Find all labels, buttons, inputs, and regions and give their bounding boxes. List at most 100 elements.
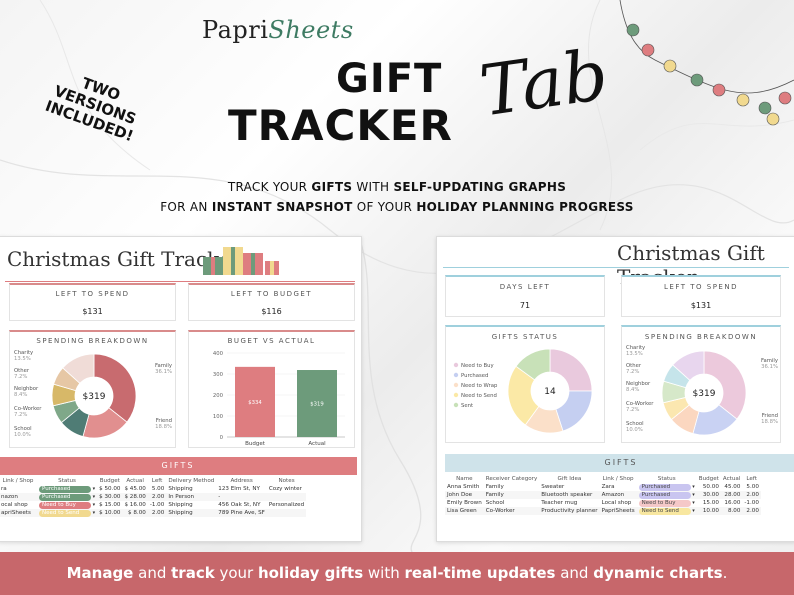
legend-dot-4 — [453, 402, 459, 408]
subtitle2-seg: INSTANT SNAPSHOT — [211, 200, 353, 214]
column-header: Gift Idea — [557, 476, 582, 482]
pct-friend: 18.8% — [761, 419, 778, 425]
status-cell[interactable]: Purchased ▾ — [637, 483, 697, 491]
chevron-down-icon[interactable]: ▾ — [690, 499, 695, 506]
method-cell: Shipping — [168, 486, 193, 492]
brand-logo: PapriSheets — [202, 16, 354, 44]
left-cell: 2.00 — [746, 508, 759, 514]
bar-label: $334 — [248, 400, 262, 406]
pct-neighbor: 8.4% — [626, 387, 639, 393]
label-friend: Friend — [762, 413, 778, 419]
slice-charity — [62, 353, 95, 384]
status-pill[interactable]: Purchased — [638, 483, 691, 491]
subtitle1-seg: TRACK YOUR — [227, 180, 312, 194]
column-header: Delivery Method — [168, 478, 215, 484]
x-tick: Budget — [245, 441, 266, 447]
left-gifts-table: Link / Shop Status Budget Actual Left Deliver… — [0, 477, 307, 517]
legend-need-to-send: Need to Send — [461, 393, 497, 399]
address-cell: 789 Pine Ave, SF — [218, 510, 265, 516]
status-cell[interactable]: Purchased ▾ — [37, 493, 97, 501]
table-row[interactable]: Emily Brown School Teacher mug Local shop Ne… — [445, 499, 761, 507]
chevron-down-icon[interactable]: ▾ — [91, 493, 96, 500]
slice-sent — [515, 348, 551, 381]
chevron-down-icon[interactable]: ▾ — [91, 509, 96, 516]
chevron-down-icon[interactable]: ▾ — [690, 507, 695, 514]
method-cell: Shipping — [168, 510, 193, 516]
status-pill[interactable]: Need to Buy — [638, 499, 691, 507]
status-cell[interactable]: Need to Buy ▾ — [637, 499, 697, 507]
gifts-status-card: GIFTS STATUS 14 Need to Buy Purchased Need … — [445, 325, 605, 443]
subtitle1-seg: SELF-UPDATING GRAPHS — [393, 180, 567, 194]
pct-co-worker: 7.2% — [14, 412, 27, 418]
chevron-down-icon[interactable]: ▾ — [91, 485, 96, 492]
pct-other: 7.2% — [14, 374, 27, 380]
chevron-down-icon[interactable]: ▾ — [91, 501, 96, 508]
left-to-budget-label: LEFT TO BUDGET — [230, 290, 313, 298]
right-left-to-spend-value: $131 — [690, 301, 712, 310]
subtitle2-seg: OF YOUR — [352, 200, 417, 214]
left-tracker-preview: Christmas Gift Tracker LEFT TO SPEND $13… — [0, 236, 362, 542]
table-row[interactable]: ocal shop Need to Buy ▾ $ 15.00 $ 16.00 -1.0… — [0, 501, 306, 509]
bar-actual — [297, 370, 337, 437]
left-cell: 5.00 — [746, 484, 759, 490]
table-row[interactable]: apriSheets Need to Send ▾ $ 10.00 $ 8.00 2.0… — [0, 509, 307, 517]
shop-cell: apriSheets — [1, 510, 31, 516]
column-header: Address — [230, 478, 253, 484]
status-cell[interactable]: Need to Buy ▾ — [37, 501, 97, 509]
status-cell[interactable]: Need to Send ▾ — [637, 507, 697, 515]
status-pill[interactable]: Purchased — [638, 491, 691, 499]
chevron-down-icon[interactable]: ▾ — [690, 483, 695, 490]
budget-cell: 30.00 — [702, 492, 719, 498]
spending-breakdown-label: SPENDING BREAKDOWN — [36, 337, 149, 345]
status-cell[interactable]: Purchased ▾ — [37, 485, 97, 493]
right-left-to-spend-label: LEFT TO SPEND — [664, 283, 738, 291]
status-cell[interactable]: Purchased ▾ — [637, 491, 697, 499]
shop-cell: Local shop — [601, 500, 632, 506]
shop-cell: Zara — [601, 484, 615, 490]
column-header: Budget — [698, 476, 719, 482]
method-cell: Shipping — [168, 502, 193, 508]
pct-friend: 18.8% — [155, 424, 172, 430]
label-charity: Charity — [626, 345, 645, 351]
actual-cell: 8.00 — [727, 508, 741, 514]
legend-purchased: Purchased — [461, 373, 488, 379]
status-pill[interactable]: Purchased — [39, 485, 91, 493]
actual-cell: 28.00 — [724, 492, 741, 498]
table-row[interactable]: John Doe Family Bluetooth speaker Amazon Pur… — [445, 491, 761, 499]
gifts-status-chart: 14 Need to Buy Purchased Need to Wrap Need t… — [453, 348, 593, 434]
notes-cell: Cozy winter — [268, 486, 302, 492]
chevron-down-icon[interactable]: ▾ — [690, 491, 695, 498]
table-row[interactable]: nazon Purchased ▾ $ 30.00 $ 28.00 2.00 In Per… — [0, 493, 307, 501]
footer-seg: track — [171, 564, 215, 582]
legend-sent: Sent — [461, 403, 473, 409]
budget-cell: $ 30.00 — [99, 494, 121, 500]
legend-dot-3 — [453, 392, 459, 398]
subtitle2-seg: HOLIDAY PLANNING PROGRESS — [416, 200, 634, 214]
table-row[interactable]: ra Purchased ▾ $ 50.00 $ 45.00 5.00 Shipping 1… — [0, 485, 306, 493]
left-to-spend-card: LEFT TO SPEND $131 — [9, 283, 176, 321]
right-gifts-bar: GIFTS — [445, 454, 794, 472]
pct-other: 7.2% — [626, 369, 639, 375]
label-family: Family — [761, 358, 778, 364]
left-to-budget-value: $116 — [261, 307, 282, 316]
status-pill[interactable]: Need to Buy — [39, 501, 91, 509]
slice-need-to-buy — [549, 348, 593, 392]
status-pill[interactable]: Need to Send — [39, 509, 91, 517]
column-header: Name — [456, 476, 473, 482]
category-cell: School — [485, 500, 505, 506]
table-row[interactable]: Anna Smith Family Sweater Zara Purchased ▾ 50… — [445, 483, 761, 491]
budget-cell: $ 50.00 — [99, 486, 121, 492]
status-pill[interactable]: Need to Send — [638, 507, 691, 515]
budget-cell: $ 15.00 — [99, 502, 121, 508]
address-cell: 456 Oak St, NY — [218, 502, 261, 508]
actual-cell: 45.00 — [724, 484, 741, 490]
status-pill[interactable]: Purchased — [39, 493, 91, 501]
label-school: School — [626, 421, 644, 427]
label-co-worker: Co-Worker — [14, 406, 42, 412]
status-cell[interactable]: Need to Send ▾ — [37, 509, 97, 517]
table-row[interactable]: Lisa Green Co-Worker Productivity planner P… — [445, 507, 761, 515]
gifts-status-label: GIFTS STATUS — [491, 333, 559, 341]
budget-cell: $ 10.00 — [99, 510, 121, 516]
left-cell: 2.00 — [151, 510, 165, 516]
